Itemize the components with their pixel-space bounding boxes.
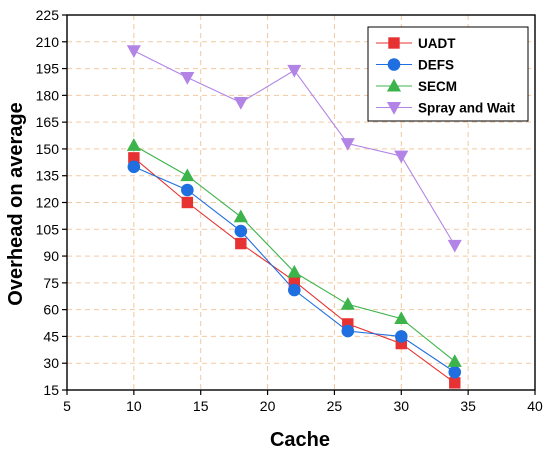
data-point bbox=[180, 168, 195, 182]
y-tick-label: 30 bbox=[43, 355, 59, 371]
x-tick-label: 30 bbox=[393, 398, 409, 414]
legend-label: UADT bbox=[418, 36, 456, 51]
series-group bbox=[126, 45, 462, 389]
data-point bbox=[127, 160, 141, 174]
data-point bbox=[448, 365, 462, 379]
axes: 5 10 15 20 25 30 35 40 15 30 45 60 75 90 105 120 135 150 1… bbox=[36, 7, 543, 414]
legend-marker bbox=[386, 78, 402, 92]
data-point bbox=[287, 64, 302, 78]
data-point bbox=[394, 150, 409, 164]
legend-label: DEFS bbox=[418, 58, 454, 73]
data-point bbox=[233, 97, 248, 110]
y-tick-label: 195 bbox=[36, 61, 60, 77]
series-spray-and-wait bbox=[126, 45, 462, 253]
legend-label: Spray and Wait bbox=[418, 101, 516, 116]
data-point bbox=[181, 196, 194, 209]
series-secm bbox=[126, 138, 462, 367]
data-point bbox=[288, 283, 301, 297]
legend: UADT DEFS SECM Spray and Wait bbox=[367, 26, 529, 122]
x-tick-label: 20 bbox=[260, 398, 276, 414]
x-tick-label: 40 bbox=[527, 398, 543, 414]
data-point bbox=[235, 237, 247, 250]
y-tick-label: 90 bbox=[43, 248, 59, 264]
y-tick-label: 15 bbox=[43, 382, 59, 398]
x-tick-label: 25 bbox=[327, 398, 343, 414]
data-point bbox=[233, 209, 248, 223]
y-tick-label: 165 bbox=[36, 114, 60, 130]
y-tick-label: 45 bbox=[43, 328, 59, 344]
data-point bbox=[181, 183, 194, 197]
x-tick-label: 5 bbox=[63, 398, 71, 414]
data-point bbox=[449, 377, 461, 389]
data-point bbox=[126, 138, 141, 151]
y-tick-label: 210 bbox=[36, 34, 60, 50]
y-axis-label: Overhead on average bbox=[5, 102, 27, 305]
data-point bbox=[447, 354, 462, 367]
y-tick-label: 75 bbox=[43, 275, 59, 291]
y-tick-label: 150 bbox=[36, 141, 60, 157]
x-tick-label: 15 bbox=[193, 398, 209, 414]
data-point bbox=[394, 311, 409, 325]
data-point bbox=[340, 138, 355, 151]
data-point bbox=[287, 264, 302, 278]
data-point bbox=[234, 224, 248, 238]
data-point bbox=[340, 297, 355, 310]
y-tick-label: 120 bbox=[36, 195, 60, 211]
y-tick-label: 105 bbox=[36, 221, 60, 237]
series-line bbox=[133, 144, 456, 362]
y-tick-label: 180 bbox=[36, 87, 60, 103]
data-point bbox=[341, 324, 355, 338]
x-axis-label: Cache bbox=[270, 429, 330, 451]
legend-marker bbox=[386, 102, 402, 115]
data-point bbox=[180, 72, 195, 85]
legend-marker bbox=[388, 37, 400, 49]
y-tick-label: 225 bbox=[36, 7, 60, 23]
x-tick-label: 10 bbox=[126, 398, 142, 414]
data-point bbox=[394, 330, 408, 343]
x-tick-label: 35 bbox=[460, 398, 476, 414]
data-point bbox=[126, 45, 141, 58]
series-defs bbox=[127, 160, 462, 379]
y-tick-label: 135 bbox=[36, 168, 60, 184]
data-point bbox=[447, 239, 462, 253]
legend-marker bbox=[387, 58, 401, 71]
legend-label: SECM bbox=[418, 79, 457, 94]
y-tick-label: 60 bbox=[43, 302, 59, 318]
